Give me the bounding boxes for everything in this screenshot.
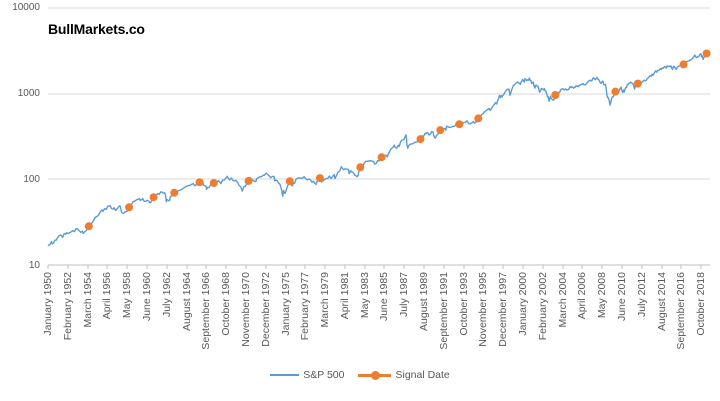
x-axis-label-text: September 1966: [200, 272, 213, 350]
x-axis-label-text: June 1960: [140, 272, 153, 322]
x-axis-label-text: May 1958: [121, 272, 134, 319]
x-axis-label-text: November 1995: [477, 272, 490, 347]
x-axis-label-text: June 2010: [615, 272, 628, 322]
x-axis-label-text: November 1970: [239, 272, 252, 347]
x-axis-label-text: September 2016: [675, 272, 688, 350]
x-axis-label-text: December 1972: [259, 272, 272, 347]
signal-date-point: [455, 120, 464, 129]
sp500-line-sample-icon: [270, 374, 300, 376]
signal-date-point: [611, 87, 620, 96]
signal-date-point: [702, 49, 711, 58]
x-axis-label-text: April 2006: [576, 272, 589, 320]
signal-date-point: [551, 91, 560, 99]
x-axis-label-text: March 1954: [81, 272, 94, 328]
signal-date-point: [195, 178, 204, 187]
x-axis-label-text: January 1975: [279, 272, 292, 336]
signal-date-point: [474, 114, 483, 123]
signal-date-point: [679, 60, 688, 69]
x-axis-label-text: March 2004: [556, 272, 569, 328]
y-axis-label-10: 10: [28, 259, 40, 271]
x-axis-label-text: July 2012: [635, 272, 648, 317]
x-axis-label-text: August 1989: [418, 272, 431, 331]
x-axis-label-text: October 1968: [220, 272, 233, 336]
legend-label-signal: Signal Date: [395, 369, 450, 381]
x-axis-label-text: May 2008: [596, 272, 609, 319]
y-axis-label-100: 100: [23, 173, 40, 185]
x-axis-label-text: August 1964: [180, 272, 193, 331]
x-axis-label-text: September 1991: [437, 272, 450, 350]
signal-date-point: [285, 177, 294, 186]
y-axis-label-1000: 1000: [17, 88, 40, 100]
x-axis-label-text: April 1981: [338, 272, 351, 320]
sp500-line: [47, 52, 708, 247]
signal-date-point: [209, 179, 218, 187]
x-axis-label-text: May 1983: [358, 272, 371, 319]
legend-label-sp500: S&P 500: [303, 369, 345, 381]
signal-date-point: [125, 203, 134, 212]
y-axis-label-10000: 10000: [12, 2, 40, 14]
x-axis-label-text: October 1993: [457, 272, 470, 336]
signal-date-point: [149, 193, 158, 202]
x-axis-label-text: December 1997: [497, 272, 510, 347]
signal-date-point: [170, 188, 179, 197]
signal-date-point: [377, 153, 386, 162]
x-axis-label-text: January 2000: [517, 272, 529, 336]
signal-date-point: [315, 174, 324, 183]
x-axis-label-text: July 1987: [398, 272, 411, 317]
x-axis-label-text: June 1985: [378, 272, 391, 322]
legend-item-sp500: S&P 500: [270, 369, 344, 381]
x-axis-label-text: February 1977: [299, 272, 312, 341]
x-axis-label-text: March 1979: [319, 272, 332, 328]
brand-title: BullMarkets.co: [48, 21, 145, 37]
x-axis-label-text: October 2018: [695, 272, 708, 336]
x-axis-label-text: August 2014: [655, 272, 668, 331]
legend: S&P 500 Signal Date: [0, 369, 720, 381]
x-axis-label-text: July 1962: [160, 272, 173, 317]
signal-date-point: [416, 135, 425, 144]
x-axis-label-text: April 1956: [101, 272, 114, 320]
x-axis-label-text: February 1952: [61, 272, 74, 341]
signal-line-sample-icon: [358, 370, 392, 380]
signal-date-point: [356, 163, 365, 172]
legend-item-signal: Signal Date: [358, 369, 450, 381]
signal-date-point: [633, 79, 642, 88]
signal-date-point: [436, 126, 445, 135]
x-axis-label-text: February 2002: [536, 272, 549, 341]
signal-dot-icon: [371, 370, 381, 380]
signal-date-point: [244, 176, 253, 185]
signal-date-point: [84, 222, 93, 231]
x-axis-label-text: January 1950: [42, 272, 54, 336]
